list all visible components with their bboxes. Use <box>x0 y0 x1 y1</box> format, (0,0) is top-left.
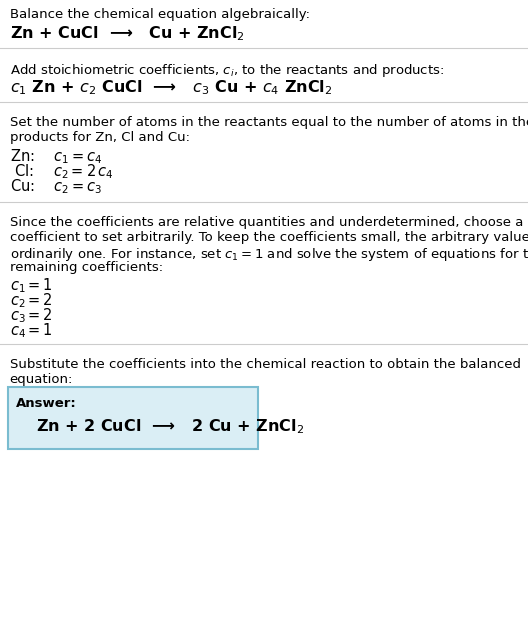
Text: Cu:   $c_2 = c_3$: Cu: $c_2 = c_3$ <box>10 177 102 196</box>
Text: Zn + CuCl  ⟶   Cu + ZnCl$_2$: Zn + CuCl ⟶ Cu + ZnCl$_2$ <box>10 24 244 43</box>
Text: Balance the chemical equation algebraically:: Balance the chemical equation algebraica… <box>10 8 309 21</box>
FancyBboxPatch shape <box>7 387 258 449</box>
Text: $c_1$ Zn + $c_2$ CuCl  ⟶   $c_3$ Cu + $c_4$ ZnCl$_2$: $c_1$ Zn + $c_2$ CuCl ⟶ $c_3$ Cu + $c_4$… <box>10 78 332 97</box>
Text: products for Zn, Cl and Cu:: products for Zn, Cl and Cu: <box>10 131 190 144</box>
Text: Substitute the coefficients into the chemical reaction to obtain the balanced: Substitute the coefficients into the che… <box>10 358 521 371</box>
Text: Set the number of atoms in the reactants equal to the number of atoms in the: Set the number of atoms in the reactants… <box>10 116 528 129</box>
Text: $c_1 = 1$: $c_1 = 1$ <box>10 276 52 295</box>
Text: ordinarily one. For instance, set $c_1 = 1$ and solve the system of equations fo: ordinarily one. For instance, set $c_1 =… <box>10 246 528 263</box>
Text: $c_2 = 2$: $c_2 = 2$ <box>10 291 52 310</box>
Text: equation:: equation: <box>10 373 73 386</box>
Text: coefficient to set arbitrarily. To keep the coefficients small, the arbitrary va: coefficient to set arbitrarily. To keep … <box>10 231 528 244</box>
Text: $c_4 = 1$: $c_4 = 1$ <box>10 321 52 340</box>
Text: Since the coefficients are relative quantities and underdetermined, choose a: Since the coefficients are relative quan… <box>10 216 523 229</box>
Text: Zn + 2 CuCl  ⟶   2 Cu + ZnCl$_2$: Zn + 2 CuCl ⟶ 2 Cu + ZnCl$_2$ <box>35 417 304 435</box>
Text: Zn:   $c_1 = c_4$: Zn: $c_1 = c_4$ <box>10 147 102 166</box>
Text: Cl:   $c_2 = 2\,c_4$: Cl: $c_2 = 2\,c_4$ <box>10 162 113 181</box>
Text: Add stoichiometric coefficients, $c_i$, to the reactants and products:: Add stoichiometric coefficients, $c_i$, … <box>10 62 444 79</box>
Text: remaining coefficients:: remaining coefficients: <box>10 261 163 274</box>
Text: Answer:: Answer: <box>15 397 76 410</box>
Text: $c_3 = 2$: $c_3 = 2$ <box>10 306 52 325</box>
